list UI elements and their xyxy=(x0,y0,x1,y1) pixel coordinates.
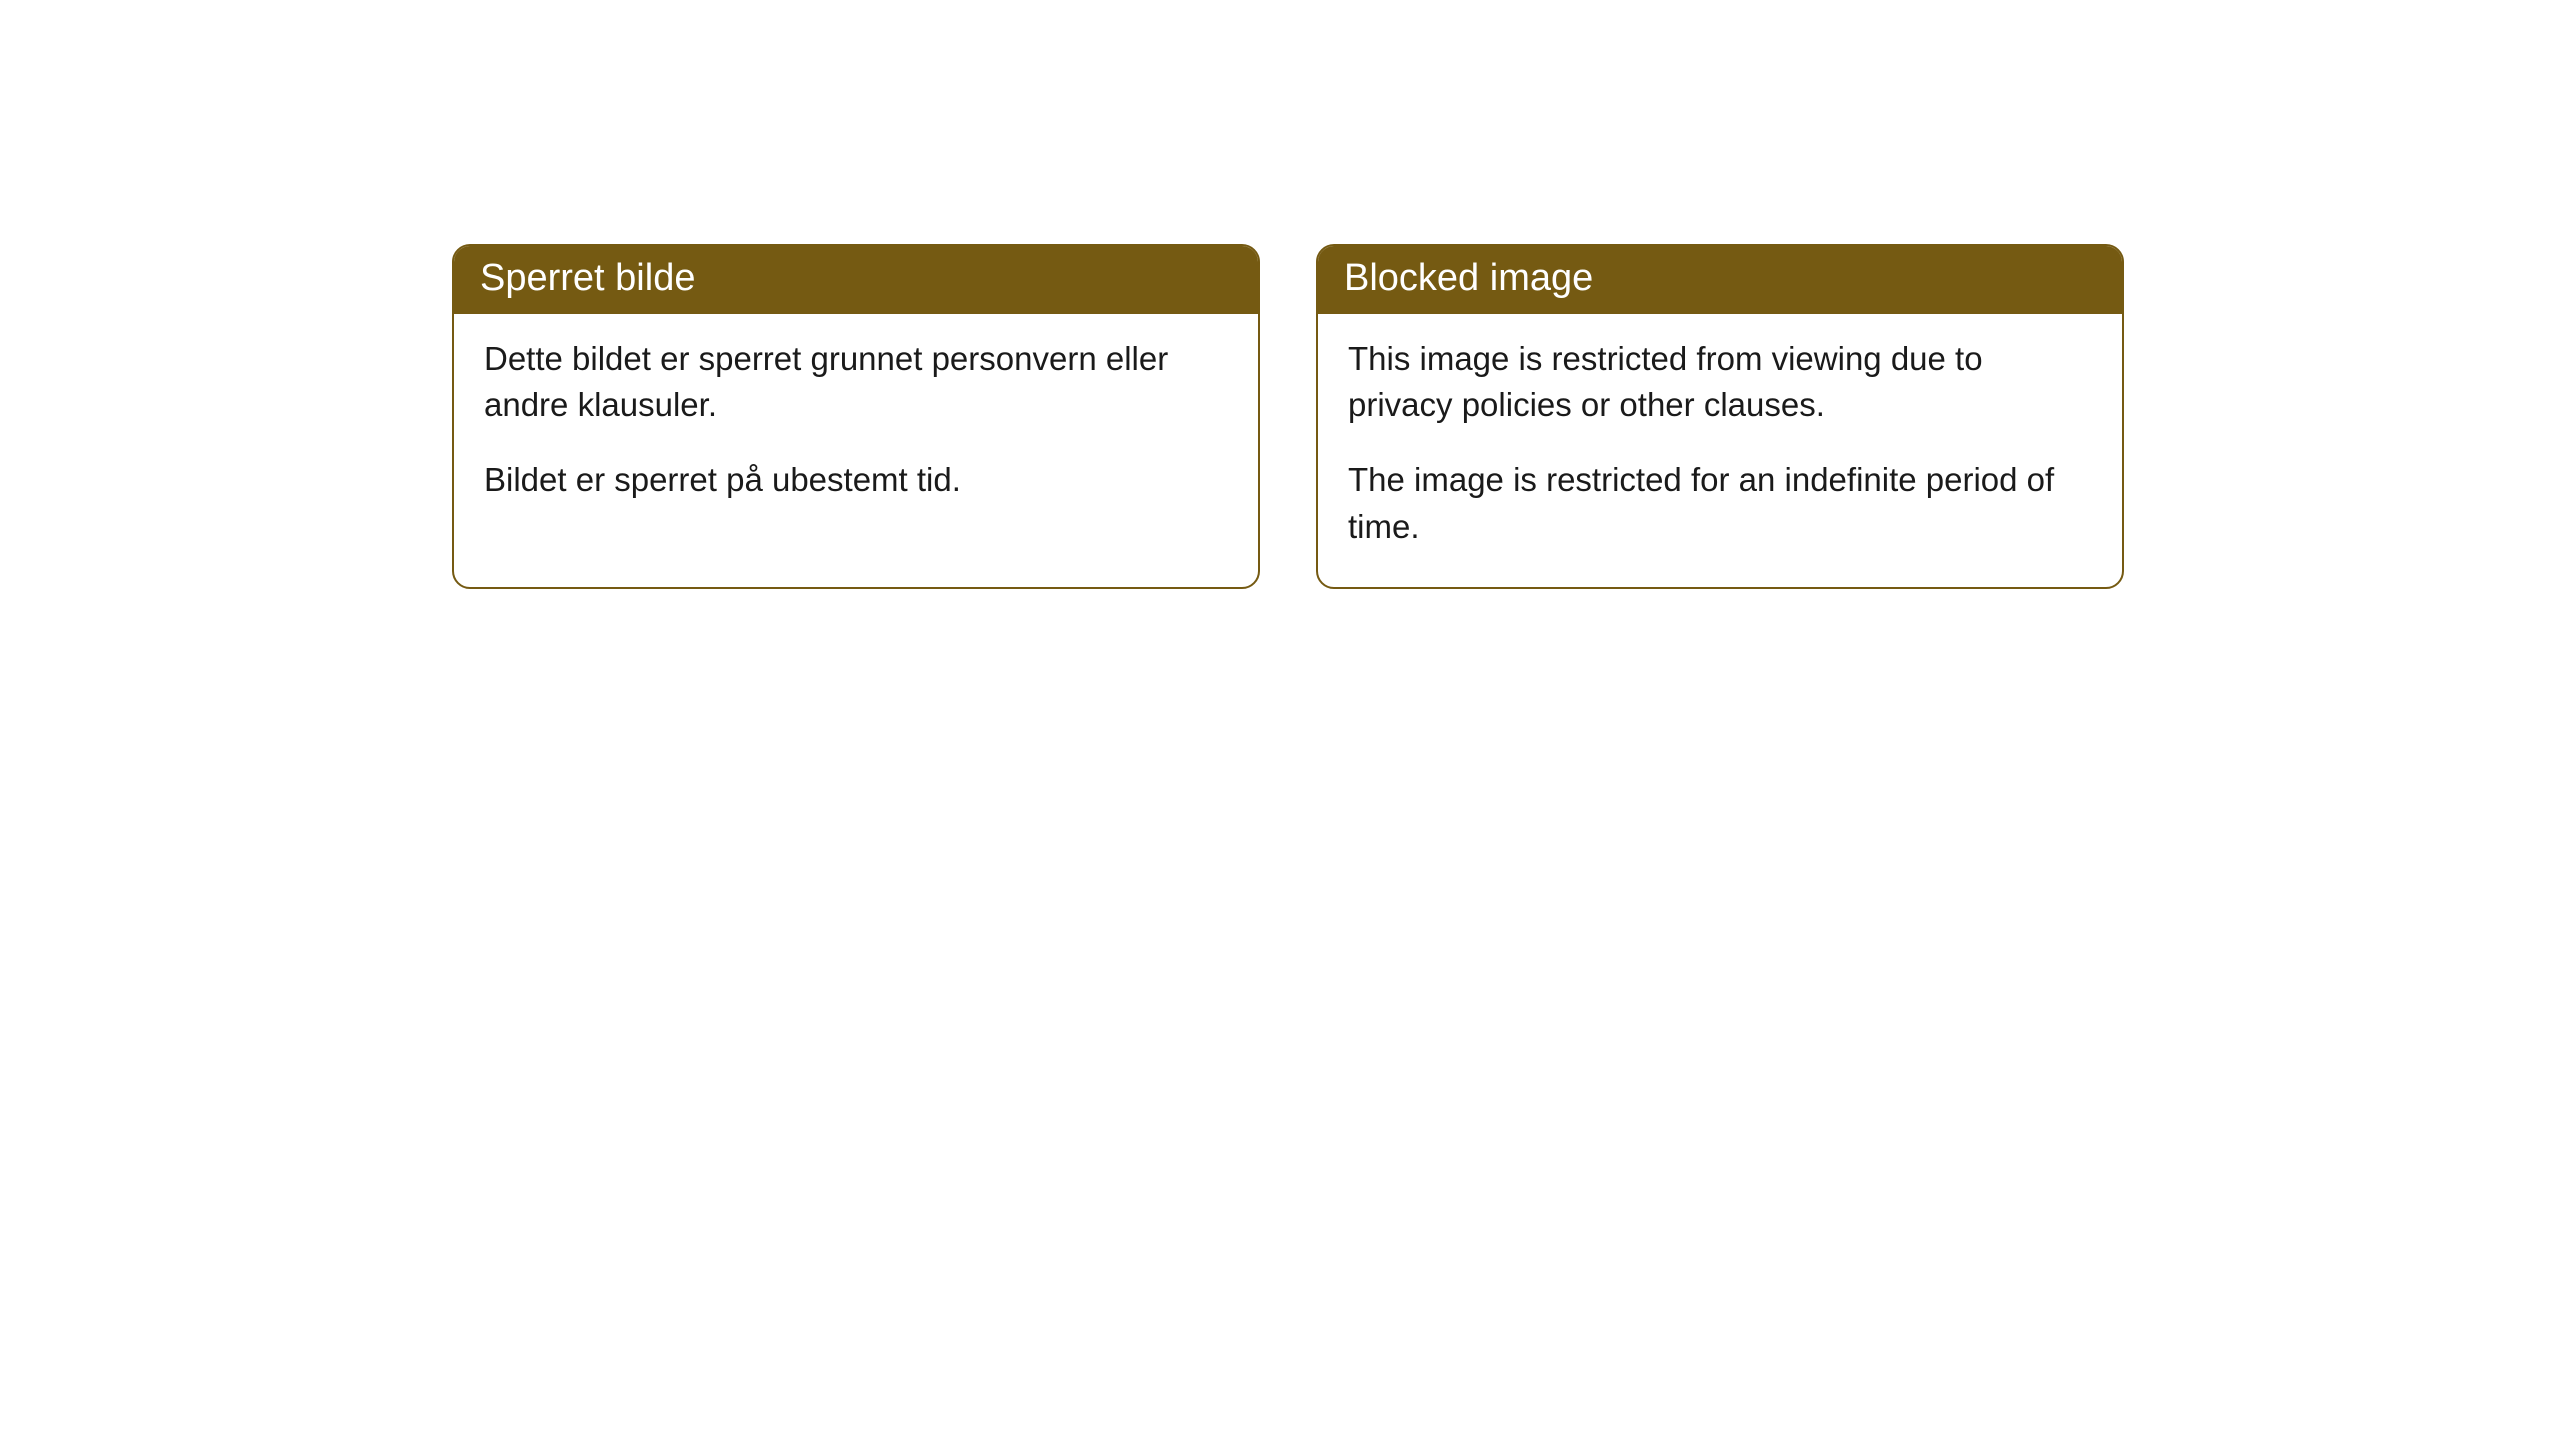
notice-header-norwegian: Sperret bilde xyxy=(454,246,1258,314)
notice-text-2: The image is restricted for an indefinit… xyxy=(1348,457,2092,551)
notice-card-norwegian: Sperret bilde Dette bildet er sperret gr… xyxy=(452,244,1260,589)
notice-text-1: This image is restricted from viewing du… xyxy=(1348,336,2092,430)
notice-body-norwegian: Dette bildet er sperret grunnet personve… xyxy=(454,314,1258,541)
notice-card-english: Blocked image This image is restricted f… xyxy=(1316,244,2124,589)
notice-container: Sperret bilde Dette bildet er sperret gr… xyxy=(0,0,2560,589)
notice-header-english: Blocked image xyxy=(1318,246,2122,314)
notice-text-2: Bildet er sperret på ubestemt tid. xyxy=(484,457,1228,504)
notice-body-english: This image is restricted from viewing du… xyxy=(1318,314,2122,587)
notice-text-1: Dette bildet er sperret grunnet personve… xyxy=(484,336,1228,430)
